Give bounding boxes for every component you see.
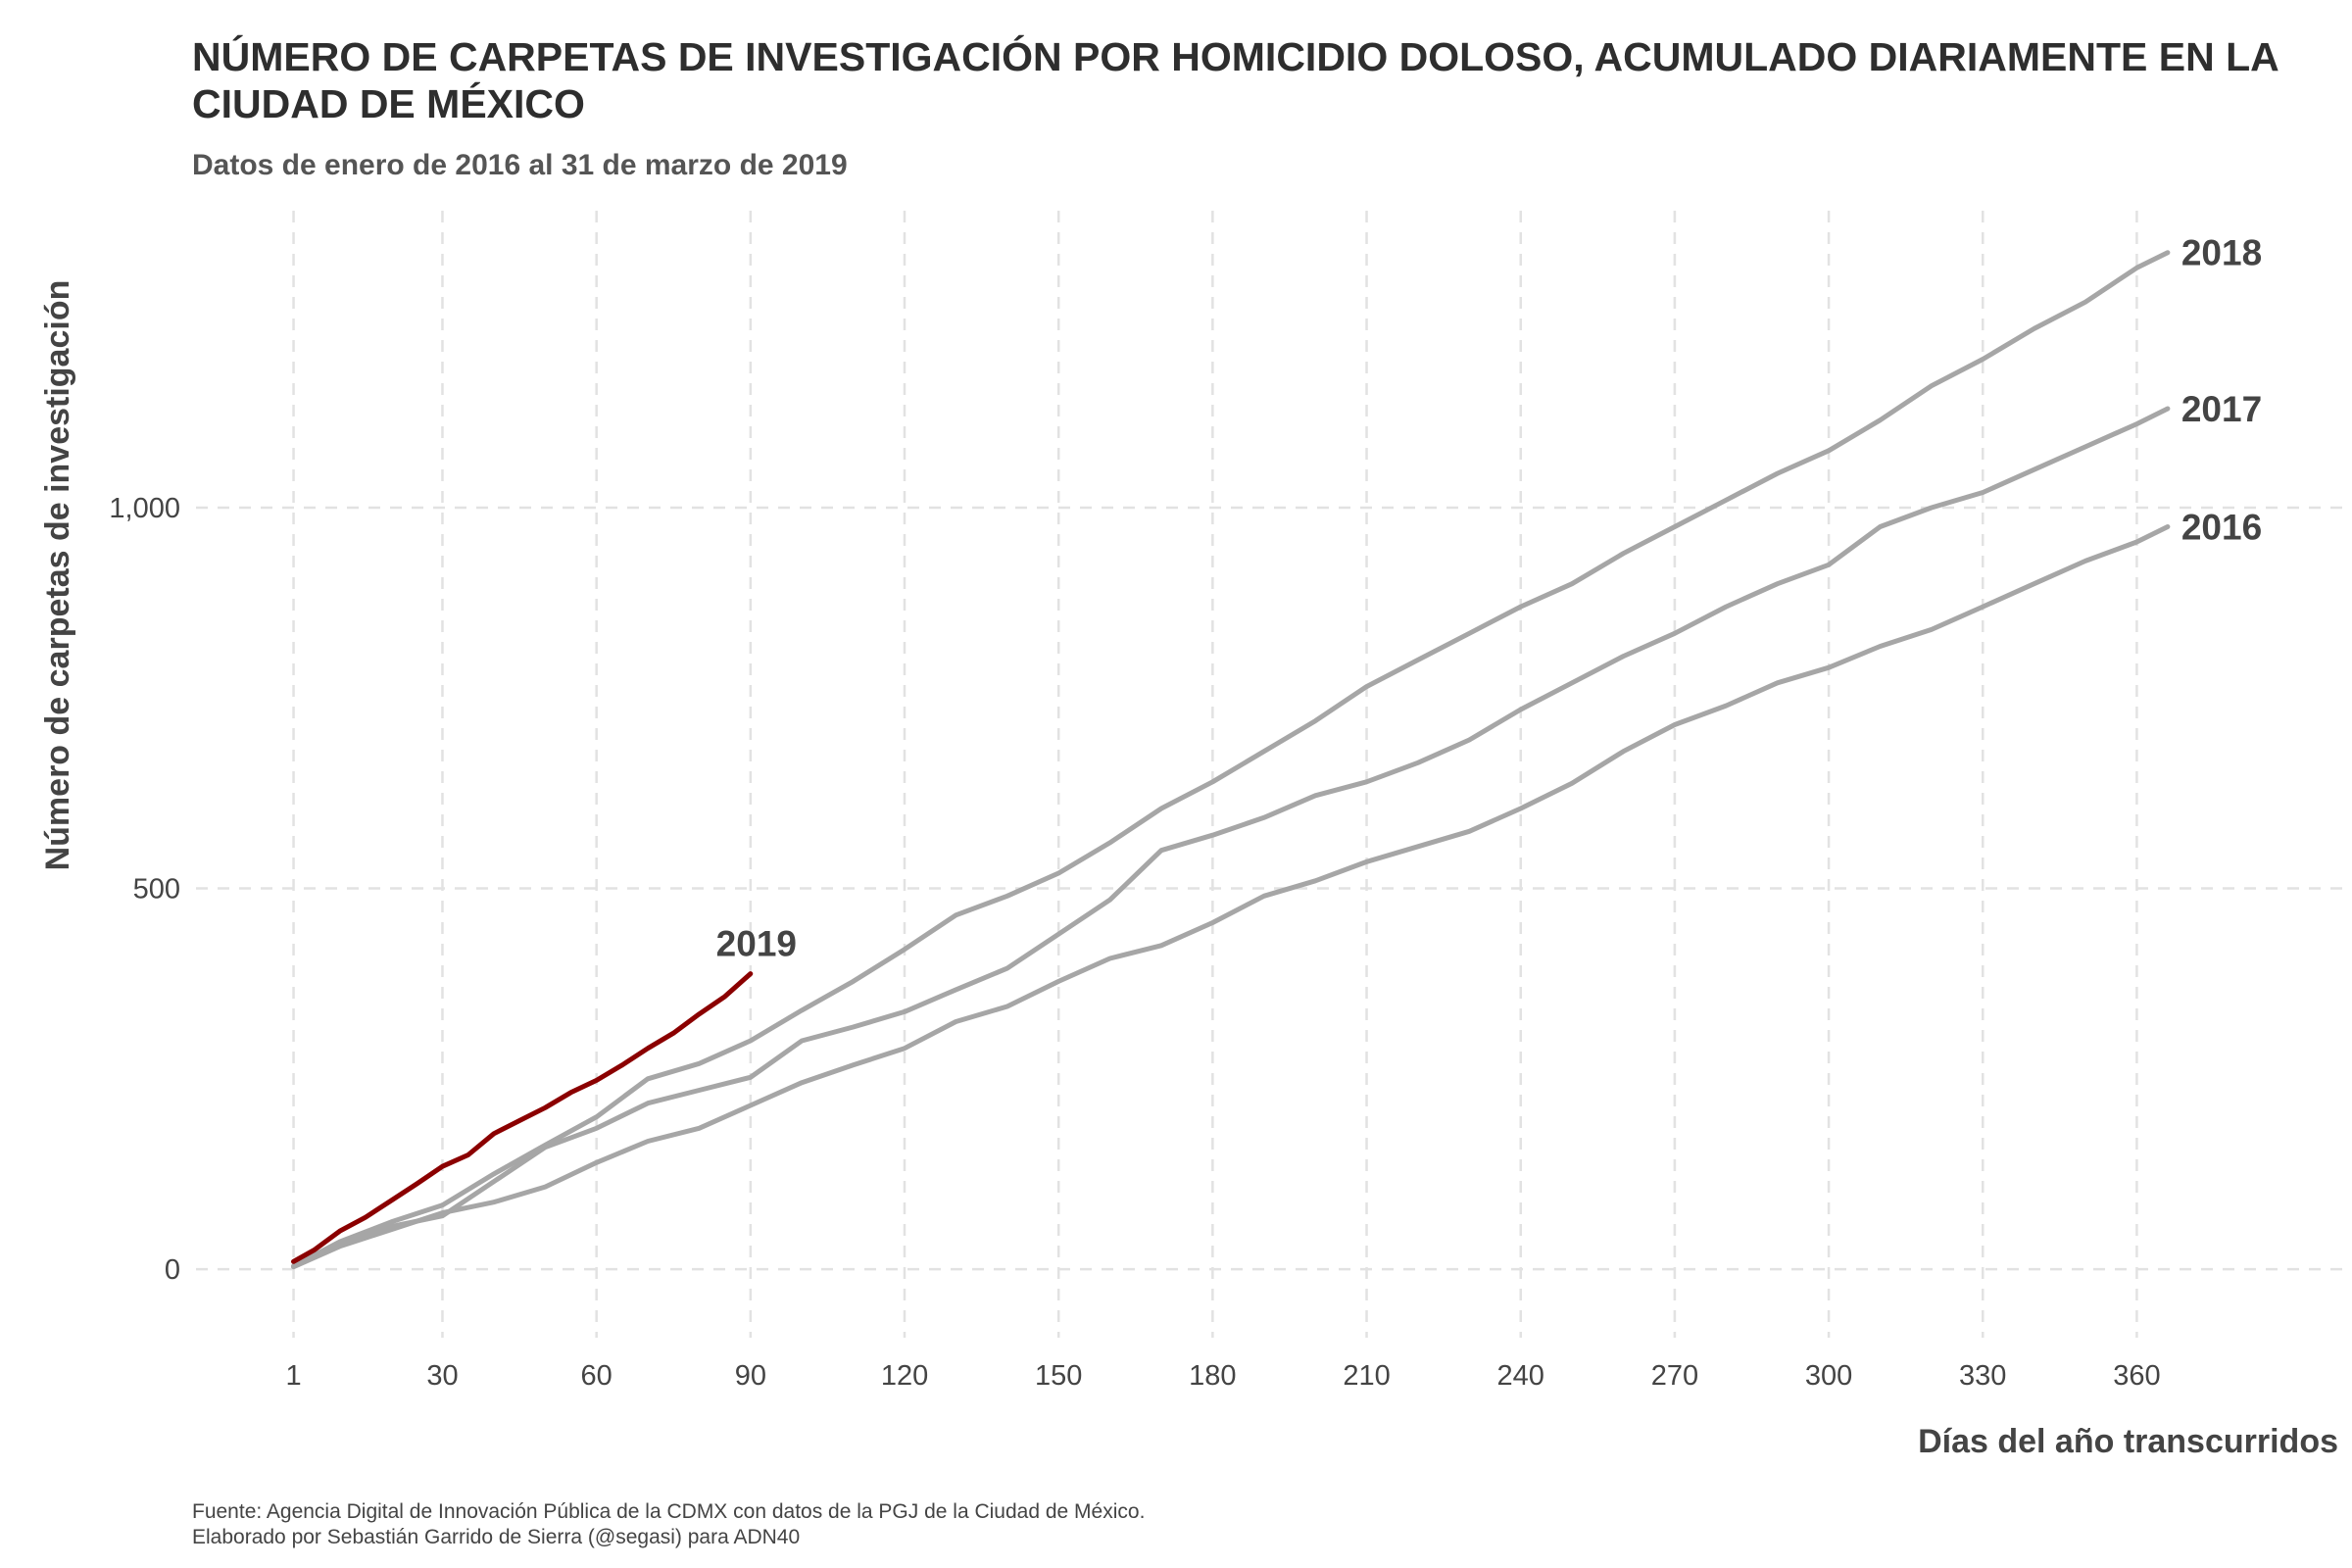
y-axis-label: Número de carpetas de investigación xyxy=(39,279,76,871)
caption-source: Fuente: Agencia Digital de Innovación Pú… xyxy=(192,1500,1146,1523)
series-label-2016: 2016 xyxy=(2181,507,2262,547)
x-tick-label: 30 xyxy=(426,1360,458,1392)
series-label-2019: 2019 xyxy=(716,924,797,964)
y-tick-label: 0 xyxy=(165,1254,180,1286)
x-axis-label: Días del año transcurridos xyxy=(1918,1423,2338,1460)
x-tick-label: 300 xyxy=(1805,1360,1852,1392)
chart-title: NÚMERO DE CARPETAS DE INVESTIGACIÓN POR … xyxy=(192,34,2278,126)
x-tick-label: 270 xyxy=(1651,1360,1698,1392)
x-tick-label: 240 xyxy=(1497,1360,1544,1392)
caption-author: Elaborado por Sebastián Garrido de Sierr… xyxy=(192,1526,801,1548)
x-tick-label: 90 xyxy=(735,1360,766,1392)
x-tick-label: 60 xyxy=(581,1360,612,1392)
series-line-2018 xyxy=(291,250,2171,1269)
series-line-2017 xyxy=(291,406,2171,1269)
x-tick-label: 120 xyxy=(881,1360,928,1392)
y-axis-ticks: 0 500 1,000 xyxy=(109,493,180,1286)
x-tick-label: 150 xyxy=(1035,1360,1082,1392)
series-line-2019 xyxy=(291,971,754,1264)
x-tick-label: 210 xyxy=(1343,1360,1390,1392)
chart-subtitle: Datos de enero de 2016 al 31 de marzo de… xyxy=(192,149,848,181)
series-label-2018: 2018 xyxy=(2181,233,2262,273)
x-tick-label: 360 xyxy=(2113,1360,2160,1392)
x-tick-label: 180 xyxy=(1189,1360,1236,1392)
grid-lines xyxy=(196,211,2342,1338)
x-tick-label: 330 xyxy=(1959,1360,2006,1392)
x-tick-label: 1 xyxy=(285,1360,301,1392)
x-axis-ticks: 1 30 60 90 120 150 180 210 240 270 300 330 360 xyxy=(285,1360,2160,1392)
series-label-2017: 2017 xyxy=(2181,389,2262,429)
y-tick-label: 1,000 xyxy=(109,493,180,524)
y-tick-label: 500 xyxy=(133,874,180,906)
series-labels: 2016 2017 2018 2019 xyxy=(716,233,2262,964)
series-line-2016 xyxy=(291,524,2171,1270)
caption: Fuente: Agencia Digital de Innovación Pú… xyxy=(192,1499,1145,1550)
series-lines xyxy=(291,250,2171,1270)
